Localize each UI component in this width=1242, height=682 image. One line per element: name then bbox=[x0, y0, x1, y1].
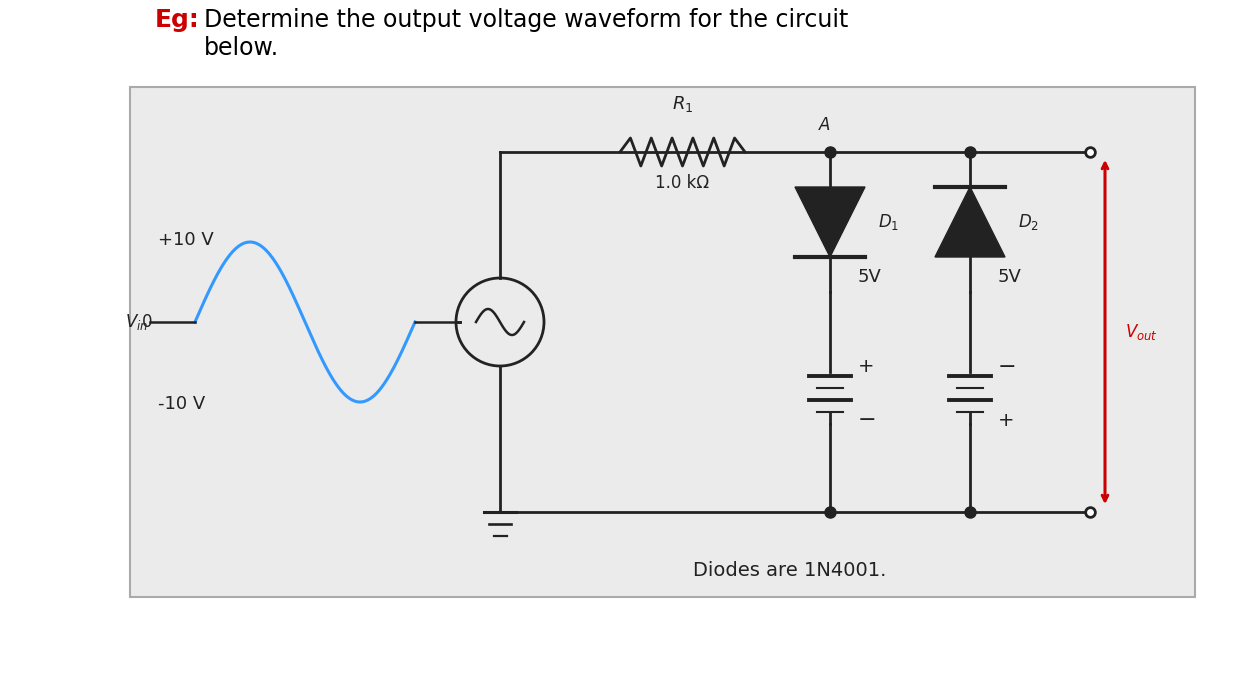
Text: 0: 0 bbox=[142, 313, 152, 331]
Text: $D_2$: $D_2$ bbox=[1018, 212, 1040, 232]
Text: 5V: 5V bbox=[858, 268, 882, 286]
Text: +: + bbox=[999, 411, 1015, 430]
Text: $R_1$: $R_1$ bbox=[672, 94, 693, 114]
Text: $D_1$: $D_1$ bbox=[878, 212, 899, 232]
Text: −: − bbox=[858, 410, 877, 430]
Text: $V_{in}$: $V_{in}$ bbox=[124, 312, 148, 332]
Text: below.: below. bbox=[204, 36, 279, 60]
Text: 5V: 5V bbox=[999, 268, 1022, 286]
Polygon shape bbox=[795, 187, 864, 257]
Text: -10 V: -10 V bbox=[158, 395, 205, 413]
FancyBboxPatch shape bbox=[130, 87, 1195, 597]
Text: −: − bbox=[999, 357, 1017, 377]
Polygon shape bbox=[935, 187, 1005, 257]
Text: +10 V: +10 V bbox=[158, 231, 214, 249]
Text: 1.0 kΩ: 1.0 kΩ bbox=[656, 174, 709, 192]
Text: A: A bbox=[820, 116, 831, 134]
Text: +: + bbox=[858, 357, 874, 376]
Text: $V_{out}$: $V_{out}$ bbox=[1125, 322, 1158, 342]
Text: Diodes are 1N4001.: Diodes are 1N4001. bbox=[693, 561, 887, 580]
Text: Determine the output voltage waveform for the circuit: Determine the output voltage waveform fo… bbox=[204, 8, 848, 32]
Text: Eg:: Eg: bbox=[155, 8, 200, 32]
